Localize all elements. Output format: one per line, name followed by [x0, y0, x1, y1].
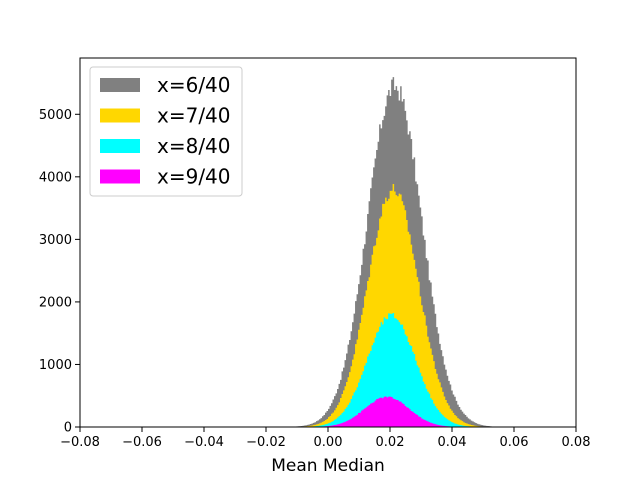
legend-swatch — [100, 108, 140, 123]
legend-label: x=7/40 — [157, 104, 231, 128]
x-axis: −0.08 −0.06 −0.04 −0.02 0.00 0.02 0.04 0.06 0.08 — [60, 427, 590, 450]
x-tick-label: 0.06 — [500, 435, 529, 450]
x-tick-label: −0.04 — [184, 435, 224, 450]
x-tick-label: 0.00 — [314, 435, 343, 450]
x-tick-label: −0.06 — [122, 435, 162, 450]
x-axis-title: Mean Median — [271, 456, 385, 476]
y-tick-label: 0 — [64, 421, 72, 436]
x-tick-label: 0.04 — [438, 435, 467, 450]
series-4-histogram — [318, 396, 459, 427]
x-tick-label: −0.08 — [60, 435, 100, 450]
series-2-histogram — [303, 183, 483, 427]
legend: x=6/40 x=7/40 x=8/40 x=9/40 — [89, 66, 243, 197]
legend-label: x=6/40 — [157, 73, 231, 97]
y-tick-label: 4000 — [39, 170, 72, 185]
histogram-bars — [290, 77, 498, 428]
y-tick-label: 1000 — [39, 358, 72, 373]
legend-box — [89, 66, 243, 197]
legend-label: x=8/40 — [157, 134, 231, 158]
legend-swatch — [100, 78, 140, 92]
legend-label: x=9/40 — [157, 165, 231, 189]
series-2-bars — [303, 183, 483, 427]
series-3-bars — [312, 313, 474, 427]
legend-swatch — [100, 169, 140, 184]
x-tick-label: 0.02 — [376, 435, 405, 450]
series-3-histogram — [312, 313, 474, 427]
y-axis: 0 1000 2000 3000 4000 5000 — [39, 108, 80, 436]
legend-swatch — [100, 139, 140, 153]
y-tick-label: 2000 — [39, 295, 72, 310]
x-tick-label: −0.02 — [246, 435, 286, 450]
x-tick-label: 0.08 — [562, 435, 591, 450]
series-4-bars — [318, 396, 459, 427]
y-tick-label: 5000 — [39, 108, 72, 123]
y-tick-label: 3000 — [39, 233, 72, 248]
